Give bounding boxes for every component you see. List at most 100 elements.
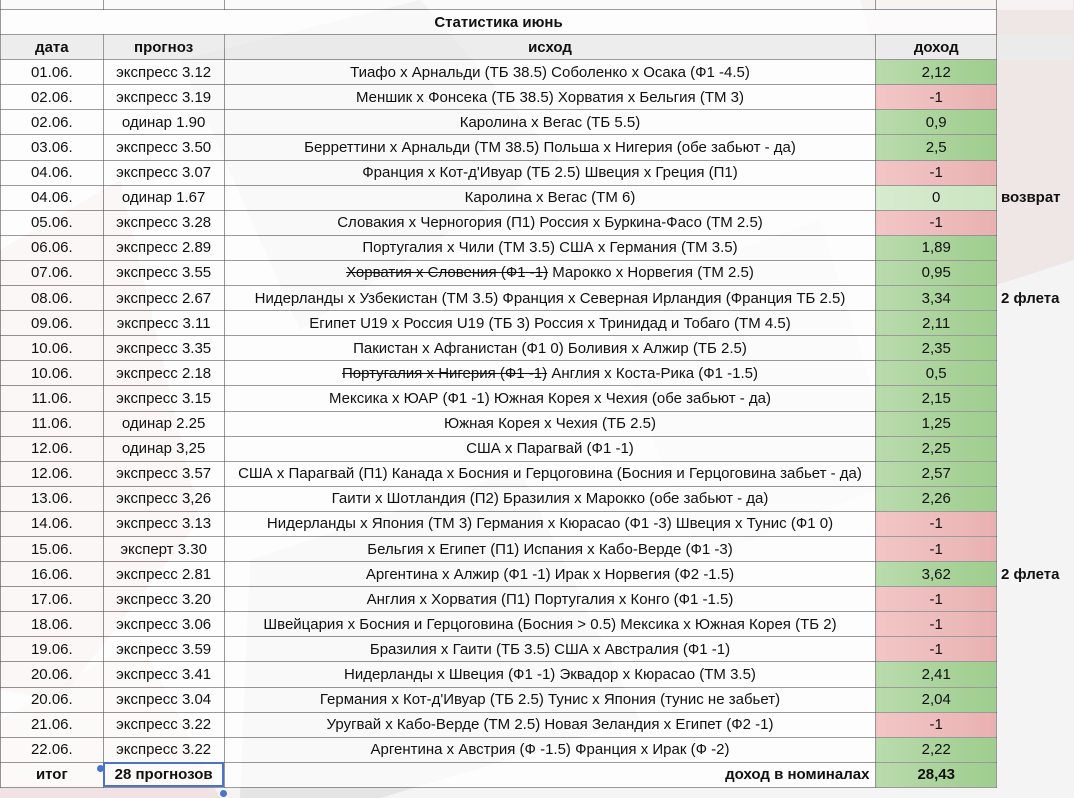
cell-income[interactable]: -1 bbox=[875, 510, 998, 537]
cell-date[interactable]: 22.06. bbox=[0, 736, 104, 763]
cell-date[interactable]: 01.06. bbox=[0, 59, 104, 86]
cell-forecast[interactable]: экспресс 3.41 bbox=[102, 661, 225, 688]
cell-forecast[interactable]: экспресс 2.89 bbox=[102, 234, 225, 261]
cell-forecast[interactable]: экспресс 3.07 bbox=[102, 159, 225, 186]
cell-forecast[interactable]: одинар 2.25 bbox=[102, 410, 225, 437]
cell-forecast[interactable]: экспресс 3.28 bbox=[102, 209, 225, 236]
cell-outcome[interactable]: Аргентина х Алжир (Ф1 -1) Ирак х Норвеги… bbox=[223, 561, 877, 588]
cell-date[interactable]: 11.06. bbox=[0, 385, 104, 412]
cell-outcome[interactable]: Берреттини х Арнальди (ТМ 38.5) Польша х… bbox=[223, 134, 877, 161]
cell-outcome[interactable]: Меншик х Фонсека (ТБ 38.5) Хорватия х Бе… bbox=[223, 84, 877, 111]
cell-forecast[interactable]: экспресс 2.81 bbox=[102, 561, 225, 588]
cell-outcome[interactable]: Германия х Кот-д'Ивуар (ТБ 2.5) Тунис х … bbox=[223, 686, 877, 713]
cell-forecast[interactable]: экспресс 3.22 bbox=[102, 736, 225, 763]
total-income[interactable]: 28,43 bbox=[875, 761, 998, 788]
cell-date[interactable]: 03.06. bbox=[0, 134, 104, 161]
cell-income[interactable]: 2,25 bbox=[875, 435, 998, 462]
cell-outcome[interactable]: Бразилия х Гаити (ТБ 3.5) США х Австрали… bbox=[223, 636, 877, 663]
cell-outcome[interactable]: Нидерланды х Швеция (Ф1 -1) Эквадор х Кю… bbox=[223, 661, 877, 688]
cell-forecast[interactable]: эксперт 3.30 bbox=[102, 535, 225, 563]
cell-forecast[interactable]: экспресс 2.18 bbox=[102, 360, 225, 387]
cell-date[interactable]: 17.06. bbox=[0, 586, 104, 613]
cell-forecast[interactable]: экспресс 3.57 bbox=[102, 460, 225, 487]
selection-handle-bottom[interactable] bbox=[220, 790, 227, 797]
cell-outcome[interactable]: Египет U19 х Россия U19 (ТБ 3) Россия х … bbox=[223, 310, 877, 337]
cell-date[interactable]: 14.06. bbox=[0, 510, 104, 537]
cell-forecast[interactable]: экспресс 3.55 bbox=[102, 259, 225, 287]
cell-outcome[interactable]: Южная Корея х Чехия (ТБ 2.5) bbox=[223, 410, 877, 437]
cell-income[interactable]: -1 bbox=[875, 586, 998, 613]
cell-forecast[interactable]: экспресс 3.22 bbox=[102, 711, 225, 738]
cell-forecast[interactable]: экспресс 3,26 bbox=[102, 485, 225, 512]
cell-date[interactable]: 11.06. bbox=[0, 410, 104, 437]
cell-outcome[interactable]: Мексика х ЮАР (Ф1 -1) Южная Корея х Чехи… bbox=[223, 385, 877, 412]
cell-forecast[interactable]: экспресс 3.06 bbox=[102, 611, 225, 638]
cell-outcome[interactable]: Англия х Хорватия (П1) Португалия х Конг… bbox=[223, 586, 877, 613]
selection-handle-top[interactable] bbox=[97, 765, 104, 772]
cell-outcome[interactable]: Португалия х Нигерия (Ф1 -1) Англия х Ко… bbox=[223, 360, 877, 387]
total-count[interactable]: 28 прогнозов bbox=[102, 761, 225, 788]
cell-outcome[interactable]: Бельгия х Египет (П1) Испания х Кабо-Вер… bbox=[223, 535, 877, 563]
cell-forecast[interactable]: одинар 1.67 bbox=[102, 184, 225, 211]
cell-date[interactable]: 08.06. bbox=[0, 285, 104, 312]
cell-income[interactable]: -1 bbox=[875, 84, 998, 111]
cell-outcome[interactable]: Словакия х Черногория (П1) Россия х Бурк… bbox=[223, 209, 877, 236]
header-income[interactable]: доход bbox=[875, 34, 998, 61]
cell-income[interactable]: 2,57 bbox=[875, 460, 998, 487]
cell-income[interactable]: -1 bbox=[875, 636, 998, 663]
cell-forecast[interactable]: экспресс 3.13 bbox=[102, 510, 225, 537]
header-outcome[interactable]: исход bbox=[223, 34, 877, 61]
cell-income[interactable]: 3,34 bbox=[875, 285, 998, 312]
cell-income[interactable]: 2,35 bbox=[875, 335, 998, 362]
sheet-title[interactable]: Статистика июнь bbox=[0, 8, 998, 36]
cell-date[interactable]: 15.06. bbox=[0, 535, 104, 563]
cell-income[interactable]: -1 bbox=[875, 209, 998, 236]
cell-outcome[interactable]: Швейцария х Босния и Герцоговина (Босния… bbox=[223, 611, 877, 638]
cell-income[interactable]: 1,89 bbox=[875, 234, 998, 261]
cell-forecast[interactable]: экспресс 2.67 bbox=[102, 285, 225, 312]
cell-outcome[interactable]: Каролина х Вегас (ТБ 5.5) bbox=[223, 109, 877, 136]
cell-date[interactable]: 02.06. bbox=[0, 84, 104, 111]
cell-outcome[interactable]: Хорватия х Словения (Ф1 -1) Марокко х Но… bbox=[223, 259, 877, 287]
cell-forecast[interactable]: экспресс 3.15 bbox=[102, 385, 225, 412]
header-forecast[interactable]: прогноз bbox=[102, 34, 225, 61]
cell-income[interactable]: 1,25 bbox=[875, 410, 998, 437]
cell-income[interactable]: 2,04 bbox=[875, 686, 998, 713]
cell-date[interactable]: 20.06. bbox=[0, 661, 104, 688]
cell-date[interactable]: 19.06. bbox=[0, 636, 104, 663]
cell-outcome[interactable]: Каролина х Вегас (ТМ 6) bbox=[223, 184, 877, 211]
cell-outcome[interactable]: Аргентина х Австрия (Ф -1.5) Франция х И… bbox=[223, 736, 877, 763]
cell-income[interactable]: 3,62 bbox=[875, 561, 998, 588]
cell-outcome[interactable]: Португалия х Чили (ТМ 3.5) США х Германи… bbox=[223, 234, 877, 261]
cell-outcome[interactable]: Уругвай х Кабо-Верде (ТМ 2.5) Новая Зела… bbox=[223, 711, 877, 738]
cell-outcome[interactable]: Пакистан х Афганистан (Ф1 0) Боливия х А… bbox=[223, 335, 877, 362]
cell-forecast[interactable]: одинар 1.90 bbox=[102, 109, 225, 136]
cell-income[interactable]: 2,5 bbox=[875, 134, 998, 161]
cell-date[interactable]: 12.06. bbox=[0, 435, 104, 462]
cell-date[interactable]: 04.06. bbox=[0, 184, 104, 211]
cell-income[interactable]: 2,26 bbox=[875, 485, 998, 512]
cell-outcome[interactable]: Тиафо х Арнальди (ТБ 38.5) Соболенко х О… bbox=[223, 59, 877, 86]
cell-outcome[interactable]: Нидерланды х Узбекистан (ТМ 3.5) Франция… bbox=[223, 285, 877, 312]
cell-forecast[interactable]: экспресс 3.35 bbox=[102, 335, 225, 362]
cell-income[interactable]: 2,41 bbox=[875, 661, 998, 688]
cell-income[interactable]: 2,12 bbox=[875, 59, 998, 86]
total-label[interactable]: итог bbox=[0, 761, 104, 788]
cell-date[interactable]: 20.06. bbox=[0, 686, 104, 713]
cell-date[interactable]: 07.06. bbox=[0, 259, 104, 287]
cell-date[interactable]: 12.06. bbox=[0, 460, 104, 487]
cell-date[interactable]: 21.06. bbox=[0, 711, 104, 738]
cell-outcome[interactable]: Нидерланды х Япония (ТМ 3) Германия х Кю… bbox=[223, 510, 877, 537]
cell-forecast[interactable]: экспресс 3.20 bbox=[102, 586, 225, 613]
cell-income[interactable]: 0,9 bbox=[875, 109, 998, 136]
cell-outcome[interactable]: США х Парагвай (П1) Канада х Босния и Ге… bbox=[223, 460, 877, 487]
cell-date[interactable]: 06.06. bbox=[0, 234, 104, 261]
cell-forecast[interactable]: одинар 3,25 bbox=[102, 435, 225, 462]
cell-income[interactable]: 2,15 bbox=[875, 385, 998, 412]
header-date[interactable]: дата bbox=[0, 34, 104, 61]
cell-income[interactable]: -1 bbox=[875, 711, 998, 738]
cell-income[interactable]: 2,22 bbox=[875, 736, 998, 763]
cell-date[interactable]: 10.06. bbox=[0, 335, 104, 362]
cell-date[interactable]: 10.06. bbox=[0, 360, 104, 387]
cell-date[interactable]: 05.06. bbox=[0, 209, 104, 236]
